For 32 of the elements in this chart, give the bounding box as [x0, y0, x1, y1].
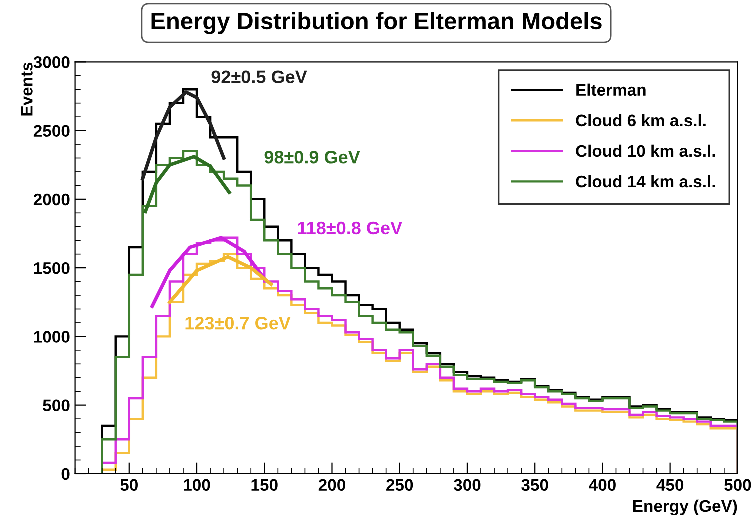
- annotation: 92±0.5 GeV: [212, 70, 308, 84]
- line-series: [141, 90, 226, 181]
- annotation: 123±0.7 GeV: [186, 316, 291, 330]
- line-series: [168, 255, 274, 304]
- x-tick-label: 150: [252, 479, 278, 492]
- chart-title: Energy Distribution for Elterman Models: [152, 12, 602, 34]
- y-tick-label: 3000: [34, 56, 70, 68]
- legend-label: Cloud 10 km a.s.l.: [576, 144, 716, 158]
- x-tick-label: 50: [120, 479, 138, 492]
- x-axis-title: Energy (GeV): [633, 500, 738, 516]
- y-axis-title: Events: [21, 62, 33, 116]
- y-tick-label: 0: [62, 468, 70, 480]
- x-tick-label: 100: [184, 479, 210, 492]
- x-tick-label: 400: [589, 479, 616, 492]
- x-tick-label: 450: [656, 479, 684, 492]
- y-tick-label: 2000: [34, 194, 70, 206]
- x-tick-label: 350: [522, 479, 548, 492]
- legend-label: Elterman: [576, 84, 646, 96]
- y-tick-label: 2500: [34, 125, 70, 137]
- x-tick-label: 200: [318, 479, 346, 492]
- y-tick-label: 1500: [34, 262, 70, 274]
- x-tick-label: 250: [386, 479, 414, 492]
- line-series: [150, 236, 266, 308]
- y-tick-label: 1000: [34, 331, 70, 343]
- y-tick-label: 500: [43, 400, 70, 412]
- legend-label: Cloud 6 km a.s.l.: [576, 114, 706, 127]
- legend-label: Cloud 14 km a.s.l.: [576, 175, 716, 188]
- x-tick-label: 300: [454, 479, 481, 492]
- annotation: 98±0.9 GeV: [264, 150, 360, 164]
- annotation: 118±0.8 GeV: [298, 222, 402, 235]
- x-tick-label: 500: [724, 479, 752, 492]
- line-series: [144, 155, 232, 214]
